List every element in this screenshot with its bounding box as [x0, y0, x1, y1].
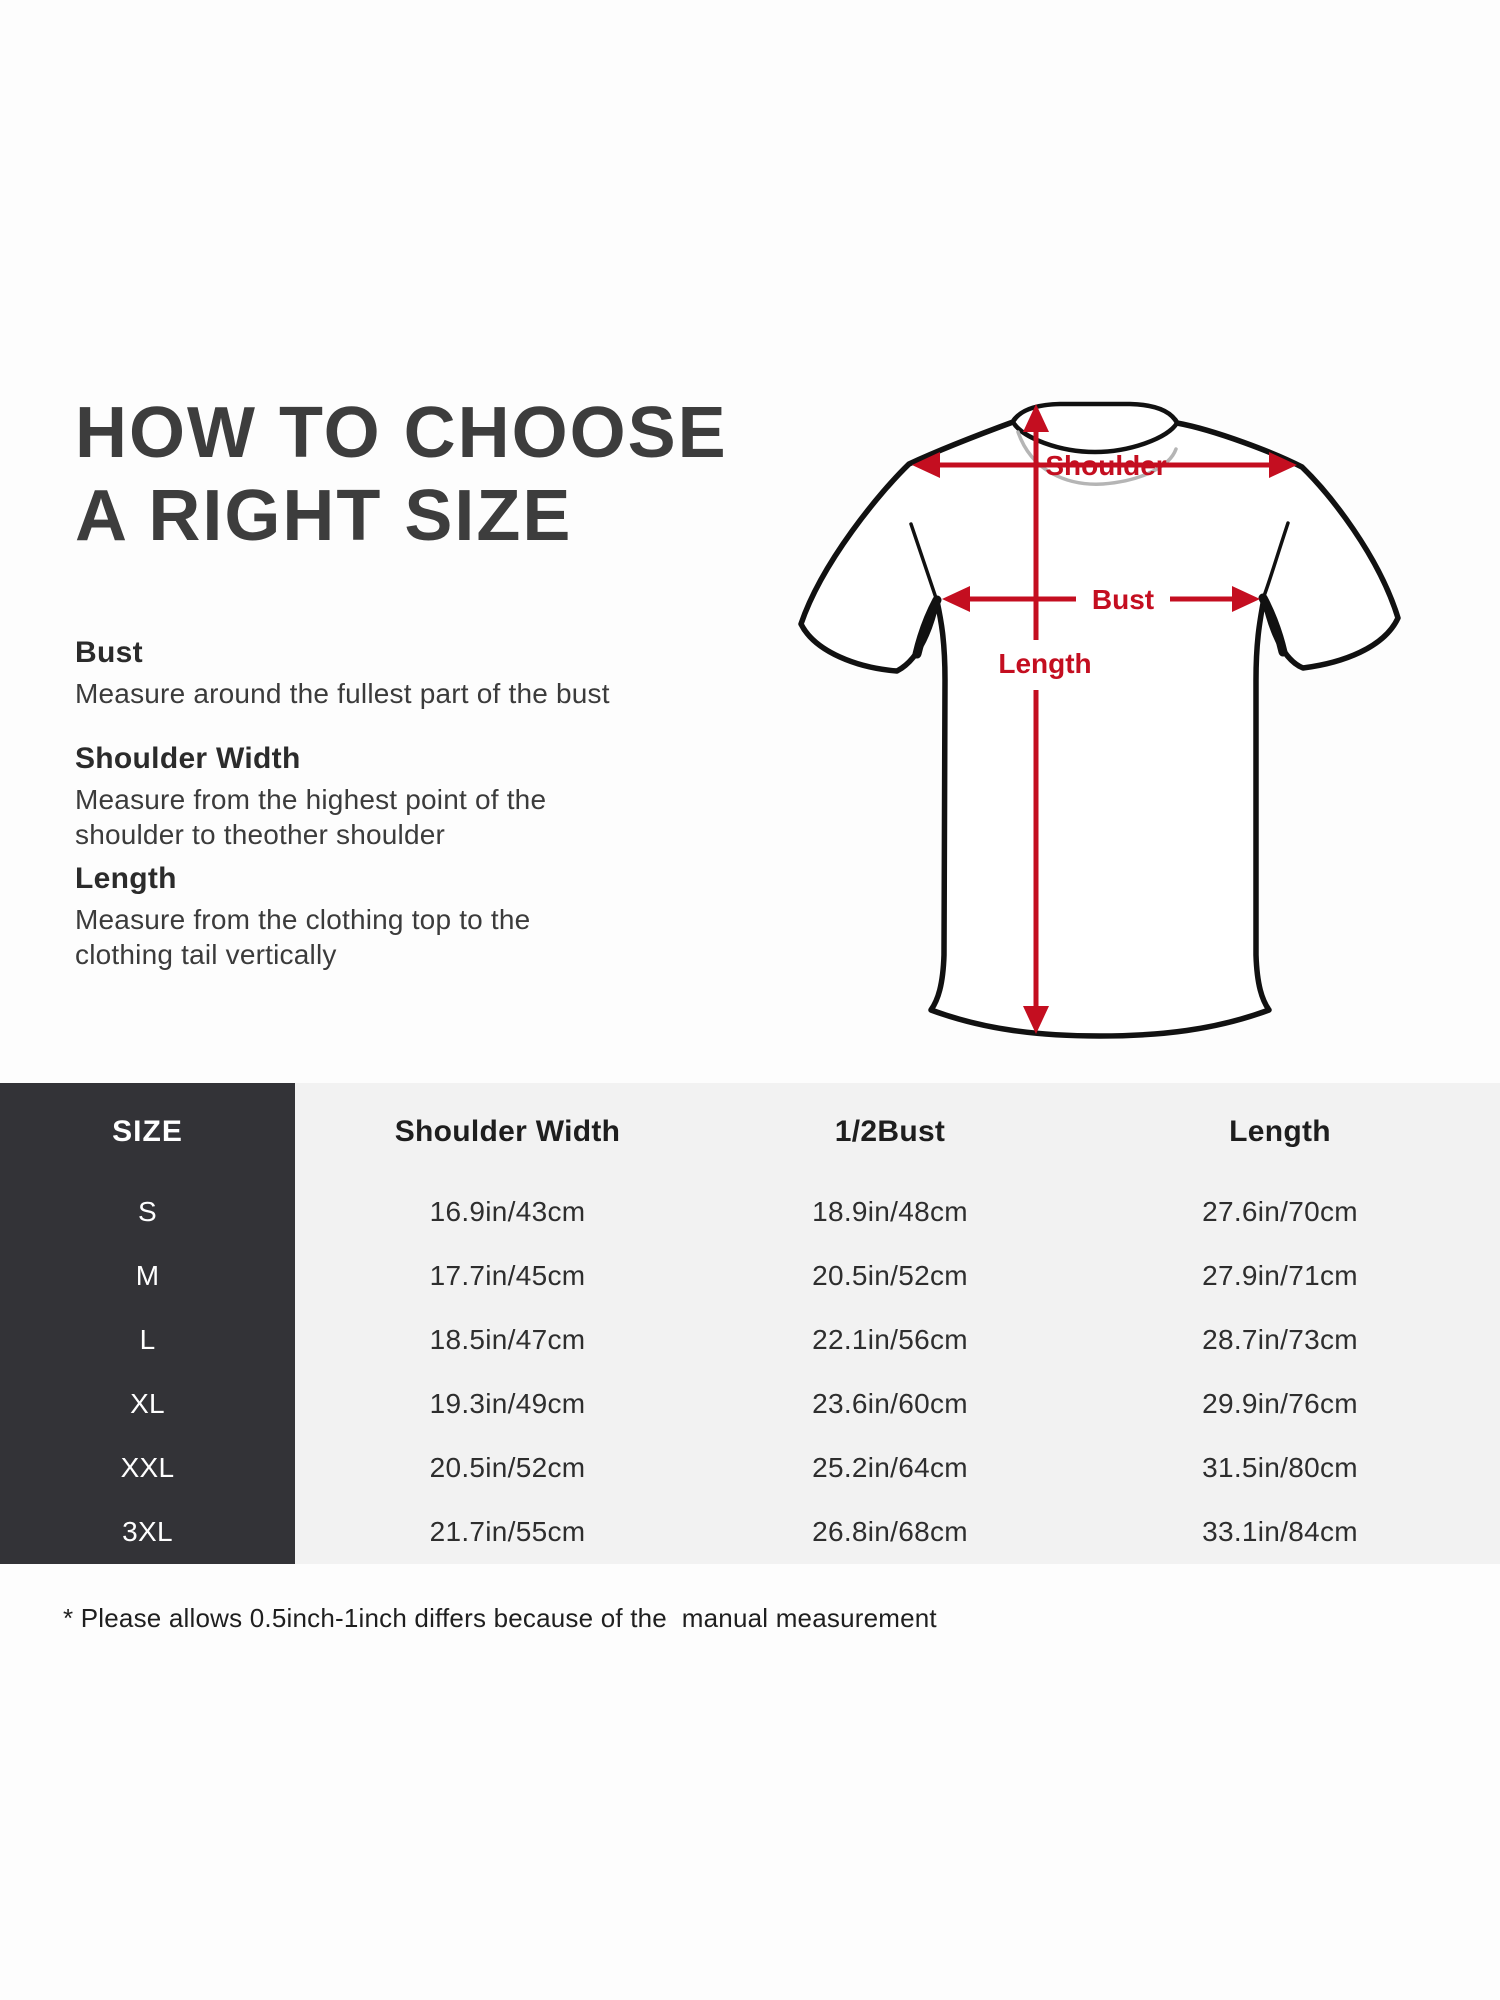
- size-table: SIZE Shoulder Width 1/2Bust Length S 16.…: [0, 1083, 1500, 1564]
- length-heading: Length: [75, 862, 177, 895]
- tshirt-outline-icon: [798, 401, 1401, 1039]
- table-row-xxl: XXL 20.5in/52cm 25.2in/64cm 31.5in/80cm: [0, 1436, 1500, 1500]
- shoulder-width-description: Measure from the highest point of the sh…: [75, 784, 547, 850]
- table-row-m: M 17.7in/45cm 20.5in/52cm 27.9in/71cm: [0, 1244, 1500, 1308]
- guide-section-shoulder-width: Shoulder Width Measure from the highest …: [75, 742, 635, 852]
- collar-icon: [1010, 401, 1180, 455]
- length-value: 29.9in/76cm: [1060, 1372, 1500, 1436]
- shoulder-arrow-label: Shoulder: [1045, 450, 1166, 481]
- half-bust-value: 23.6in/60cm: [720, 1372, 1060, 1436]
- guide-section-length: Length Measure from the clothing top to …: [75, 862, 635, 972]
- size-label: XXL: [0, 1436, 295, 1500]
- table-row-3xl: 3XL 21.7in/55cm 26.8in/68cm 33.1in/84cm: [0, 1500, 1500, 1564]
- table-header-half-bust: 1/2Bust: [720, 1083, 1060, 1180]
- shoulder-arrow: [912, 452, 1297, 478]
- page-title: HOW TO CHOOSE A RIGHT SIZE: [75, 393, 728, 556]
- size-label: XL: [0, 1372, 295, 1436]
- size-label: M: [0, 1244, 295, 1308]
- table-header-size: SIZE: [0, 1083, 295, 1180]
- shoulder-width-value: 17.7in/45cm: [295, 1244, 720, 1308]
- shoulder-width-value: 20.5in/52cm: [295, 1436, 720, 1500]
- shoulder-width-value: 19.3in/49cm: [295, 1372, 720, 1436]
- measurement-footnote: * Please allows 0.5inch-1inch differs be…: [63, 1603, 937, 1633]
- shoulder-width-heading: Shoulder Width: [75, 742, 301, 775]
- half-bust-value: 22.1in/56cm: [720, 1308, 1060, 1372]
- length-value: 33.1in/84cm: [1060, 1500, 1500, 1564]
- half-bust-value: 18.9in/48cm: [720, 1180, 1060, 1244]
- length-value: 31.5in/80cm: [1060, 1436, 1500, 1500]
- length-value: 28.7in/73cm: [1060, 1308, 1500, 1372]
- table-header-row: SIZE Shoulder Width 1/2Bust Length: [0, 1083, 1500, 1180]
- shoulder-width-value: 21.7in/55cm: [295, 1500, 720, 1564]
- shoulder-width-value: 18.5in/47cm: [295, 1308, 720, 1372]
- bust-arrow-label: Bust: [1092, 584, 1154, 615]
- table-row-xl: XL 19.3in/49cm 23.6in/60cm 29.9in/76cm: [0, 1372, 1500, 1436]
- guide-section-bust: Bust Measure around the fullest part of …: [75, 636, 635, 711]
- length-value: 27.6in/70cm: [1060, 1180, 1500, 1244]
- bust-arrow: [942, 586, 1260, 612]
- length-arrow: [1023, 404, 1049, 1034]
- half-bust-value: 26.8in/68cm: [720, 1500, 1060, 1564]
- half-bust-value: 25.2in/64cm: [720, 1436, 1060, 1500]
- table-header-length: Length: [1060, 1083, 1500, 1180]
- length-arrow-label: Length: [998, 648, 1091, 679]
- bust-heading: Bust: [75, 636, 143, 669]
- shoulder-width-value: 16.9in/43cm: [295, 1180, 720, 1244]
- table-row-l: L 18.5in/47cm 22.1in/56cm 28.7in/73cm: [0, 1308, 1500, 1372]
- bust-description: Measure around the fullest part of the b…: [75, 678, 610, 709]
- half-bust-value: 20.5in/52cm: [720, 1244, 1060, 1308]
- size-label: L: [0, 1308, 295, 1372]
- length-value: 27.9in/71cm: [1060, 1244, 1500, 1308]
- length-description: Measure from the clothing top to the clo…: [75, 904, 531, 970]
- size-label: S: [0, 1180, 295, 1244]
- table-row-s: S 16.9in/43cm 18.9in/48cm 27.6in/70cm: [0, 1180, 1500, 1244]
- table-header-shoulder-width: Shoulder Width: [295, 1083, 720, 1180]
- size-label: 3XL: [0, 1500, 295, 1564]
